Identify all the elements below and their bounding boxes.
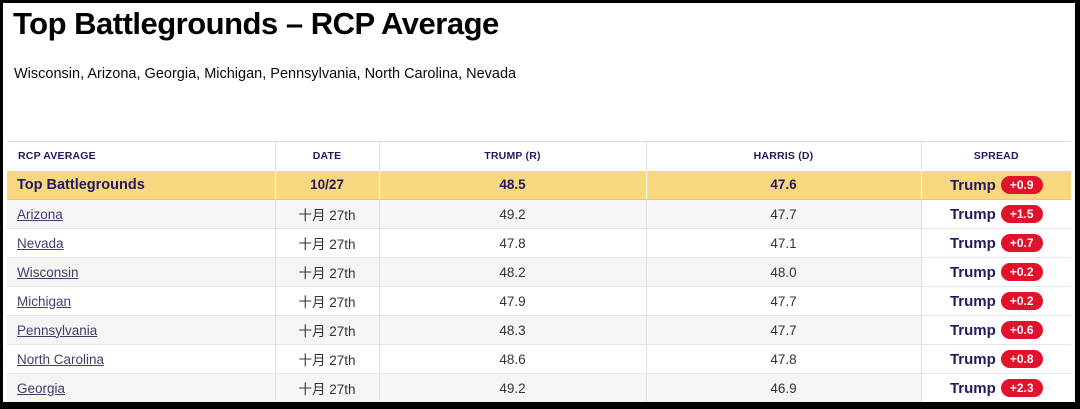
state-link[interactable]: Michigan bbox=[17, 293, 72, 309]
spread-value-badge: +1.5 bbox=[1000, 205, 1043, 223]
spread-cell: Trump +0.8 bbox=[921, 344, 1071, 374]
state-link[interactable]: Georgia bbox=[17, 380, 66, 396]
spread-winner-label: Trump bbox=[949, 176, 996, 194]
state-cell: Pennsylvania bbox=[7, 315, 276, 345]
spread-winner-label: Trump bbox=[949, 206, 996, 223]
table-row: Top Battlegrounds 10/27 48.5 47.6 Trump +… bbox=[7, 170, 1071, 200]
spread-cell: Trump +0.2 bbox=[921, 257, 1071, 287]
col-header-spread: SPREAD bbox=[921, 141, 1071, 171]
table-row: Nevada 十月 27th 47.8 47.1 Trump +0.7 bbox=[7, 228, 1071, 258]
table-body: Top Battlegrounds 10/27 48.5 47.6 Trump +… bbox=[7, 170, 1071, 402]
trump-value-cell: 47.8 bbox=[379, 228, 647, 258]
spread-cell: Trump +0.9 bbox=[921, 170, 1071, 200]
col-header-harris: HARRIS (D) bbox=[646, 141, 922, 171]
harris-value-cell: 47.7 bbox=[646, 286, 922, 316]
spread-value-badge: +0.9 bbox=[1000, 175, 1043, 194]
table-row: North Carolina 十月 27th 48.6 47.8 Trump +0… bbox=[7, 344, 1071, 374]
date-cell: 十月 27th bbox=[275, 373, 380, 402]
spread-cell: Trump +0.6 bbox=[921, 315, 1071, 345]
state-cell: Georgia bbox=[7, 373, 276, 402]
table-row: Wisconsin 十月 27th 48.2 48.0 Trump +0.2 bbox=[7, 257, 1071, 287]
trump-value-cell: 48.5 bbox=[379, 170, 647, 200]
harris-value-cell: 47.8 bbox=[646, 344, 922, 374]
harris-value-cell: 47.7 bbox=[646, 315, 922, 345]
spread-cell: Trump +0.7 bbox=[921, 228, 1071, 258]
state-cell: Michigan bbox=[7, 286, 276, 316]
spread-winner-label: Trump bbox=[949, 380, 996, 397]
table-row: Georgia 十月 27th 49.2 46.9 Trump +2.3 bbox=[7, 373, 1071, 402]
spread-value-badge: +0.2 bbox=[1000, 263, 1043, 281]
date-cell: 十月 27th bbox=[275, 344, 380, 374]
spread-value-badge: +0.8 bbox=[1000, 350, 1043, 368]
trump-value-cell: 49.2 bbox=[379, 373, 647, 402]
page-subtitle: Wisconsin, Arizona, Georgia, Michigan, P… bbox=[14, 66, 517, 82]
date-cell: 十月 27th bbox=[275, 257, 380, 287]
state-cell: Top Battlegrounds bbox=[7, 170, 276, 200]
table-row: Michigan 十月 27th 47.9 47.7 Trump +0.2 bbox=[7, 286, 1071, 316]
date-cell: 十月 27th bbox=[275, 286, 380, 316]
harris-value-cell: 46.9 bbox=[646, 373, 922, 402]
spread-winner-label: Trump bbox=[949, 322, 996, 339]
spread-value-badge: +2.3 bbox=[1000, 379, 1043, 397]
spread-winner-label: Trump bbox=[949, 235, 996, 252]
state-link[interactable]: North Carolina bbox=[17, 351, 105, 367]
spread-value-badge: +0.2 bbox=[1000, 292, 1043, 310]
spread-value-badge: +0.6 bbox=[1000, 321, 1043, 339]
date-cell: 十月 27th bbox=[275, 199, 380, 229]
harris-value-cell: 47.1 bbox=[646, 228, 922, 258]
table-row: Pennsylvania 十月 27th 48.3 47.7 Trump +0.6 bbox=[7, 315, 1071, 345]
spread-winner-label: Trump bbox=[949, 264, 996, 281]
trump-value-cell: 47.9 bbox=[379, 286, 647, 316]
harris-value-cell: 47.7 bbox=[646, 199, 922, 229]
state-cell: Wisconsin bbox=[7, 257, 276, 287]
state-link[interactable]: Pennsylvania bbox=[17, 322, 98, 338]
state-cell: North Carolina bbox=[7, 344, 276, 374]
polls-table: RCP AVERAGE DATE TRUMP (R) HARRIS (D) SP… bbox=[7, 141, 1071, 402]
col-header-date: DATE bbox=[275, 141, 380, 171]
col-header-rcp-average: RCP AVERAGE bbox=[7, 141, 276, 171]
table-row: Arizona 十月 27th 49.2 47.7 Trump +1.5 bbox=[7, 199, 1071, 229]
spread-cell: Trump +2.3 bbox=[921, 373, 1071, 402]
date-cell: 十月 27th bbox=[275, 315, 380, 345]
page-title: Top Battlegrounds – RCP Average bbox=[13, 6, 499, 41]
date-cell: 十月 27th bbox=[275, 228, 380, 258]
spread-cell: Trump +1.5 bbox=[921, 199, 1071, 229]
state-link[interactable]: Arizona bbox=[17, 206, 63, 222]
trump-value-cell: 49.2 bbox=[379, 199, 647, 229]
state-link[interactable]: Wisconsin bbox=[17, 264, 79, 280]
spread-value-badge: +0.7 bbox=[1000, 234, 1043, 252]
state-link[interactable]: Nevada bbox=[17, 235, 64, 251]
table-header: RCP AVERAGE DATE TRUMP (R) HARRIS (D) SP… bbox=[7, 141, 1071, 171]
row-title: Top Battlegrounds bbox=[17, 176, 145, 193]
spread-winner-label: Trump bbox=[949, 293, 996, 310]
harris-value-cell: 47.6 bbox=[646, 170, 922, 200]
col-header-trump: TRUMP (R) bbox=[379, 141, 647, 171]
spread-winner-label: Trump bbox=[949, 351, 996, 368]
date-cell: 10/27 bbox=[275, 170, 380, 200]
spread-cell: Trump +0.2 bbox=[921, 286, 1071, 316]
trump-value-cell: 48.6 bbox=[379, 344, 647, 374]
trump-value-cell: 48.3 bbox=[379, 315, 647, 345]
state-cell: Nevada bbox=[7, 228, 276, 258]
state-cell: Arizona bbox=[7, 199, 276, 229]
harris-value-cell: 48.0 bbox=[646, 257, 922, 287]
trump-value-cell: 48.2 bbox=[379, 257, 647, 287]
